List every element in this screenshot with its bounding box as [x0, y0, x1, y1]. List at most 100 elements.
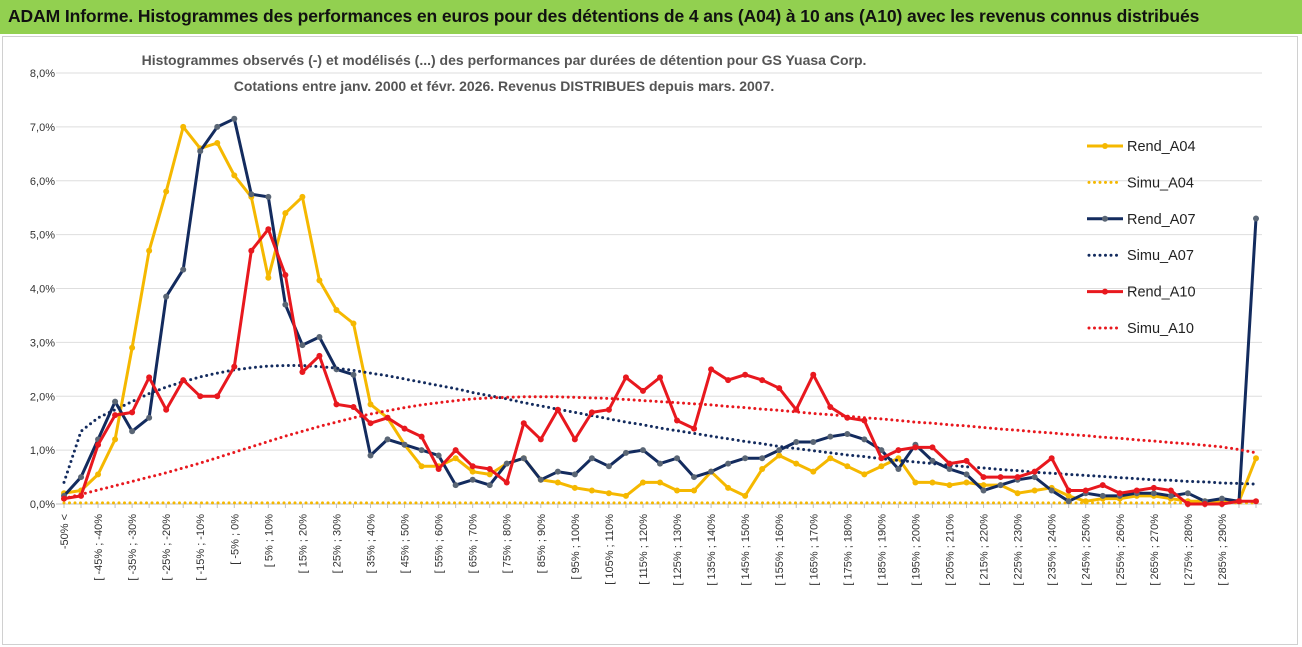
data-point [878, 455, 885, 462]
data-point [1235, 498, 1242, 505]
data-point [571, 484, 578, 491]
data-point [520, 455, 527, 462]
x-tick-label: [ 195% ; 200% [910, 514, 922, 586]
data-point [452, 482, 459, 489]
x-tick-label: [ 105% ; 110% [604, 514, 616, 585]
data-point [605, 490, 612, 497]
data-point [639, 479, 646, 486]
data-point [759, 465, 766, 472]
y-tick-label: 2,0% [30, 391, 55, 403]
data-point [912, 444, 919, 451]
data-point [1014, 490, 1021, 497]
x-tick-label: [ 145% ; 150% [740, 514, 752, 586]
data-point [350, 404, 357, 411]
legend-label: Rend_A07 [1127, 212, 1196, 228]
data-point [401, 441, 408, 448]
data-point [708, 468, 715, 475]
x-tick-label: [ 275% ; 280% [1183, 514, 1195, 586]
data-point [316, 333, 323, 340]
data-point [146, 247, 153, 254]
data-point [844, 463, 851, 470]
y-tick-label: 3,0% [30, 337, 55, 349]
x-tick-label: [ -45% ; -40% [93, 514, 105, 581]
data-point [912, 479, 919, 486]
data-point [401, 425, 408, 432]
x-tick-label: [ 15% ; 20% [297, 514, 309, 574]
data-point [214, 140, 221, 147]
data-point [776, 447, 783, 454]
data-point [486, 465, 493, 472]
data-point [197, 393, 204, 400]
data-point [95, 441, 102, 448]
data-point [622, 449, 629, 456]
data-point [163, 188, 170, 195]
data-point [1065, 487, 1072, 494]
data-point [1167, 492, 1174, 499]
data-point [486, 482, 493, 489]
data-point [622, 492, 629, 499]
data-point [350, 371, 357, 378]
legend-item-Rend_A07: Rend_A07 [1087, 212, 1196, 228]
x-tick-label: [ 75% ; 80% [502, 514, 514, 574]
x-tick-label: [ 245% ; 250% [1081, 514, 1093, 586]
data-point [674, 455, 681, 462]
data-point [1253, 455, 1259, 462]
x-tick-label: [ 255% ; 260% [1115, 514, 1127, 586]
data-point [282, 301, 289, 308]
data-point [980, 487, 987, 494]
data-point [1218, 495, 1225, 502]
data-point [299, 369, 306, 376]
data-point [657, 479, 663, 486]
x-tick-label: [ 125% ; 130% [672, 514, 684, 586]
data-point [1048, 487, 1055, 494]
data-point [418, 433, 425, 440]
data-point [180, 123, 187, 130]
data-point [469, 463, 476, 470]
y-tick-label: 7,0% [30, 122, 55, 134]
data-point [588, 455, 595, 462]
data-point [1167, 487, 1174, 494]
x-tick-label: [ 25% ; 30% [331, 514, 343, 574]
data-point [639, 447, 646, 454]
data-point [418, 447, 425, 454]
data-point [742, 371, 749, 378]
data-point [231, 115, 238, 122]
legend-label: Rend_A10 [1127, 285, 1196, 301]
x-tick-label: [ 5% ; 10% [263, 514, 275, 567]
data-point [759, 455, 766, 462]
data-point [231, 172, 238, 179]
data-point [827, 404, 834, 411]
data-point [299, 193, 306, 200]
data-point [588, 487, 595, 494]
data-point [384, 436, 391, 443]
data-point [469, 476, 476, 483]
x-tick-label: [ 235% ; 240% [1047, 514, 1059, 586]
data-point [861, 471, 868, 478]
data-point [861, 417, 868, 424]
data-point [333, 307, 340, 314]
data-point [180, 266, 187, 273]
data-point [1065, 492, 1072, 499]
x-tick-label: [ 225% ; 230% [1013, 514, 1025, 586]
data-point [844, 430, 851, 437]
data-point [1253, 215, 1259, 222]
data-point [316, 352, 323, 359]
x-tick-label: [ 165% ; 170% [808, 514, 820, 586]
chart-title-line2: Cotations entre janv. 2000 et févr. 2026… [234, 78, 775, 94]
gridlines [56, 72, 1262, 505]
data-point [265, 226, 272, 233]
data-point [605, 463, 612, 470]
x-tick-label: [ 35% ; 40% [366, 514, 378, 574]
data-point [537, 436, 544, 443]
data-point [674, 417, 681, 424]
x-tick-label: [ 85% ; 90% [536, 514, 548, 574]
x-tick-label: [ 175% ; 180% [842, 514, 854, 586]
data-point [435, 465, 442, 472]
data-point [180, 377, 187, 384]
data-point [350, 320, 357, 327]
data-point [929, 457, 936, 464]
data-point [605, 406, 612, 413]
data-point [231, 363, 238, 370]
data-point [980, 482, 987, 489]
